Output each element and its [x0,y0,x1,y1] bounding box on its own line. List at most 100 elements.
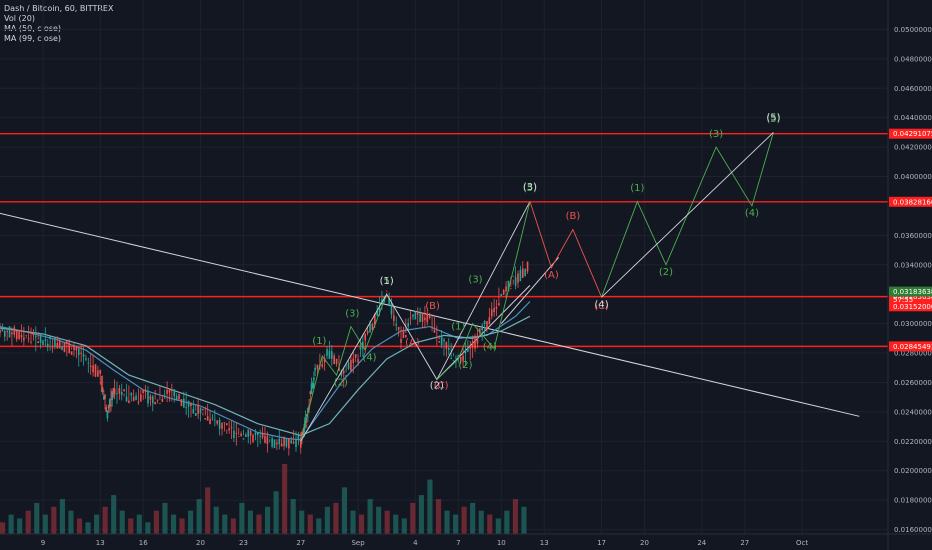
candle-body [261,433,264,438]
volume-bar [76,518,83,534]
candle-body [39,333,42,343]
candle-body [457,354,460,359]
candle-body [464,350,467,354]
candle-body [130,392,133,396]
legend-symbol[interactable]: Dash / Bitcoin, 60, BITTREX [4,4,114,13]
candle-body [486,321,488,329]
candle-body [110,404,112,407]
wave-labels: (1)(2)(3)(4)(5)(1)(A)(B)(C)(2)(1)(2)(3)(… [312,113,780,392]
candle-body [436,336,438,338]
candle-body [94,364,97,377]
trendline [500,257,559,324]
volume-bar [68,510,74,534]
candle-body [82,354,85,357]
wave-label: (2) [334,377,348,388]
candle-body [512,275,515,277]
volume-bar [299,510,305,534]
candle-body [237,436,240,438]
volume-bar [341,487,348,534]
wave-label: (5) [766,114,780,125]
candle-body [510,288,512,290]
x-tick-label: 10 [497,539,506,547]
wave-paths [300,132,774,442]
candle-body [402,330,405,339]
candle-body [268,436,271,438]
wave-label: (2) [430,380,444,391]
candle-body [352,358,355,363]
volume-bar [487,514,493,534]
candle-body [144,389,147,392]
candle-body [342,370,345,374]
candle-body [125,396,128,402]
wave-label: (4) [362,352,376,363]
candle-body [378,307,381,313]
legend-volume[interactable]: Vol (20) [4,14,35,23]
x-axis[interactable]: 9 13 16 20 23 27 Sep 4 7 10 13 17 20 24 27 Oct [0,533,932,547]
candle-body [290,440,293,444]
volume-bar [230,518,236,534]
candle-body [314,367,316,371]
candle-body [419,313,421,323]
candle-body [498,303,500,306]
candle-body [280,443,283,447]
volume-bar [25,510,31,534]
volume-bar [179,518,185,534]
candle-body [502,289,505,295]
volume-bar [521,506,527,534]
candle-body [455,357,457,359]
candle-body [254,432,257,435]
candle-body [107,405,110,409]
candle-body [120,392,123,396]
volume-bar [0,522,6,534]
candle-body [299,437,302,448]
volume-bar [410,502,416,534]
volume-bar [376,506,382,534]
candle-body [221,422,223,429]
candle-body [142,389,145,394]
volume-bar [316,518,322,534]
x-tick-label: 13 [96,539,105,547]
candle-body [233,430,235,439]
volume-bar [145,522,151,534]
candle-body [438,341,441,343]
volume-bar [170,514,177,534]
volume-bar [222,514,228,534]
candle-body [283,436,285,447]
candle-body [56,342,59,349]
ma99-line [0,315,531,437]
candle-body [37,341,39,344]
candle-body [288,438,290,449]
wave-label: (5) [380,276,394,287]
candle-body [156,399,159,401]
candle-body [192,408,195,414]
candle-body [44,339,47,341]
candle-body [105,407,108,412]
candle-body [388,298,390,305]
legend-ma50[interactable]: MA (50, close) [4,24,62,33]
legend-ma99[interactable]: MA (99, close) [4,34,62,43]
volume-bar [418,495,424,534]
candle-body [416,313,419,315]
candle-body [109,398,111,407]
candle-body [445,341,448,349]
candle-body [507,280,510,292]
wave-label: (C) [434,380,449,391]
candle-body [347,362,350,369]
volume-bar [119,510,125,534]
wave-label: (1) [451,322,465,333]
candle-body [216,420,219,424]
candle-body [140,394,142,402]
volume-bar [453,514,459,534]
candle-body [87,362,90,364]
candle-body [18,329,20,339]
volume-bar [94,514,100,534]
candle-body [313,377,315,381]
price-tag-label: 0.03152000 [893,303,932,311]
candle-body [135,395,137,401]
x-tick-label: Oct [796,539,808,547]
